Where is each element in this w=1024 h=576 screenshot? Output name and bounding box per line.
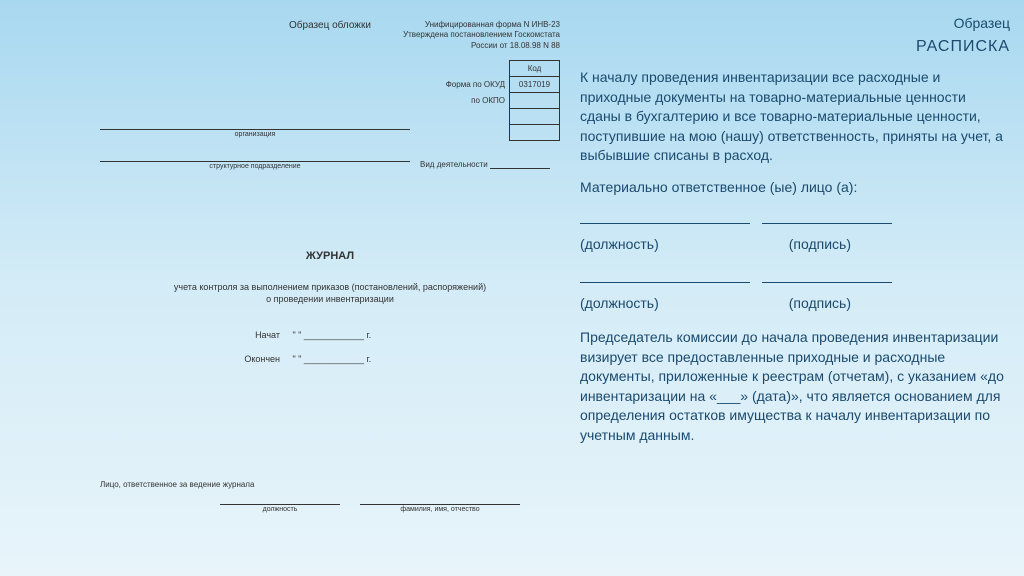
position-blank-1 <box>580 210 750 224</box>
form-line-3: России от 18.08.98 N 88 <box>403 41 560 51</box>
position-line <box>220 495 340 505</box>
receipt-panel: Образец РАСПИСКА К началу проведения инв… <box>580 14 1010 457</box>
journal-sub-1: учета контроля за выполнением приказов (… <box>100 282 560 294</box>
end-label: Окончен <box>220 354 280 364</box>
signature-label-1: (подпись) <box>789 235 851 255</box>
receipt-para-1: К началу проведения инвентаризации все р… <box>580 68 1010 166</box>
start-label: Начат <box>220 330 280 340</box>
code-header: Код <box>510 61 560 77</box>
position-label-2: (должность) <box>580 294 659 314</box>
receipt-title: РАСПИСКА <box>580 36 1010 58</box>
start-date: " " ____________ г. <box>293 330 372 340</box>
form-line-2: Утверждена постановлением Госкомстата <box>403 30 560 40</box>
org-caption: организация <box>100 131 410 138</box>
receipt-para-2: Председатель комиссии до начала проведен… <box>580 328 1010 446</box>
form-header: Унифицированная форма N ИНВ-23 Утвержден… <box>403 20 560 51</box>
responsible-label: Лицо, ответственное за ведение журнала <box>100 480 560 489</box>
position-blank-2 <box>580 269 750 283</box>
position-caption: должность <box>220 506 340 513</box>
signature-blank-1 <box>762 210 892 224</box>
responsible-block: Лицо, ответственное за ведение журнала д… <box>100 480 560 513</box>
okud-label: Форма по ОКУД <box>440 77 510 93</box>
mat-responsible: Материально ответственное (ые) лицо (а): <box>580 178 1010 198</box>
end-date: " " ____________ г. <box>293 354 372 364</box>
signature-label-2: (подпись) <box>789 294 851 314</box>
journal-subtitle: учета контроля за выполнением приказов (… <box>100 282 560 305</box>
fio-caption: фамилия, имя, отчество <box>360 506 520 513</box>
code-table: Код Форма по ОКУД 0317019 по ОКПО <box>440 60 560 141</box>
journal-sub-2: о проведении инвентаризации <box>100 294 560 306</box>
okud-value: 0317019 <box>510 77 560 93</box>
sample-label: Образец <box>580 14 1010 34</box>
form-line-1: Унифицированная форма N ИНВ-23 <box>403 20 560 30</box>
okpo-label: по ОКПО <box>440 93 510 109</box>
fio-line <box>360 495 520 505</box>
signature-blank-2 <box>762 269 892 283</box>
sig-row-1 <box>580 210 1010 230</box>
dept-caption: структурное подразделение <box>100 163 410 170</box>
activity-label: Вид деятельности <box>420 160 488 169</box>
sig-row-2 <box>580 269 1010 289</box>
position-label-1: (должность) <box>580 235 659 255</box>
activity-row: Вид деятельности <box>420 160 550 169</box>
activity-line <box>490 168 550 169</box>
journal-title: ЖУРНАЛ <box>100 250 560 262</box>
dept-line <box>100 152 410 162</box>
date-block: Начат " " ____________ г. Окончен " " __… <box>220 330 371 378</box>
org-line <box>100 120 410 130</box>
org-lines: организация структурное подразделение <box>100 120 410 184</box>
form-cover-panel: Образец обложки Унифицированная форма N … <box>100 20 560 35</box>
